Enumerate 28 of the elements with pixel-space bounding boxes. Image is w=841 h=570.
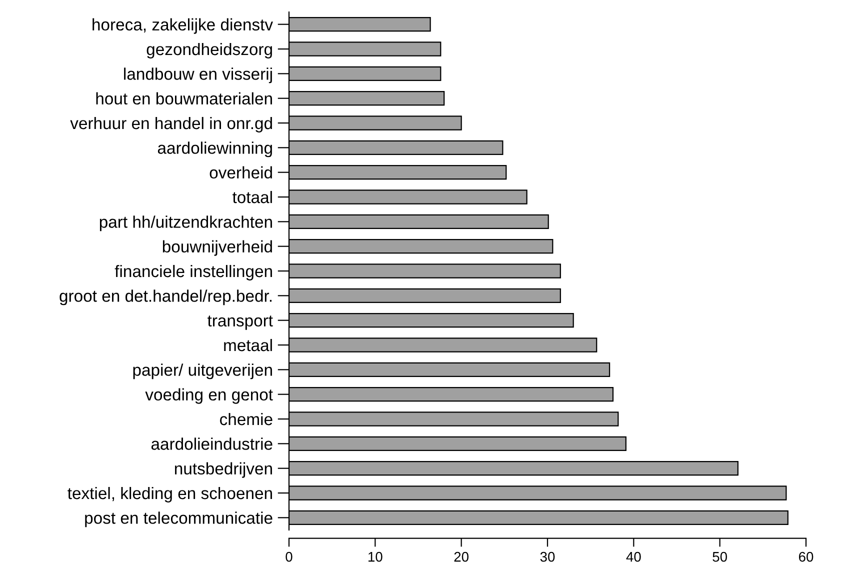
y-tick-label: gezondheidszorg: [146, 42, 272, 58]
y-tick-label: financiele instellingen: [114, 264, 272, 280]
y-tick-label: voeding en genot: [145, 388, 273, 404]
x-tick-label: 30: [540, 552, 555, 562]
y-tick-label: metaal: [224, 338, 272, 352]
y-tick-label: chemie: [220, 412, 272, 426]
y-tick-label: part hh/uitzendkrachten: [100, 216, 272, 232]
x-tick-label: 20: [454, 552, 469, 562]
x-tick-label: 40: [626, 552, 641, 562]
y-tick-label: aardoliewinning: [158, 142, 272, 158]
y-tick-label: landbouw en visserij: [124, 68, 272, 84]
y-tick-label: bouwnijverheid: [162, 240, 272, 256]
y-tick-label: papier/ uitgeverijen: [133, 364, 272, 380]
x-tick-label: 50: [712, 552, 728, 562]
y-tick-label: totaal: [232, 190, 272, 204]
y-tick-label: nutsbedrijven: [175, 462, 272, 478]
x-tick-label: 0: [286, 552, 292, 562]
y-tick-label: textiel, kleding en schoenen: [68, 486, 272, 502]
y-tick-label: horeca, zakelijke dienstv: [92, 18, 273, 34]
y-tick-label: overheid: [210, 166, 272, 179]
x-tick-label: 60: [798, 552, 814, 562]
y-tick-label: hout en bouwmaterialen: [96, 92, 272, 105]
y-tick-label: post en telecommunicatie: [85, 512, 272, 528]
x-tick-label: 10: [368, 552, 382, 562]
y-tick-label: transport: [208, 316, 273, 330]
y-tick-label: aardolieindustrie: [151, 438, 272, 450]
y-tick-label: groot en det.handel/rep.bedr.: [60, 290, 272, 306]
y-tick-label: verhuur en handel in onr.gd: [70, 116, 272, 132]
